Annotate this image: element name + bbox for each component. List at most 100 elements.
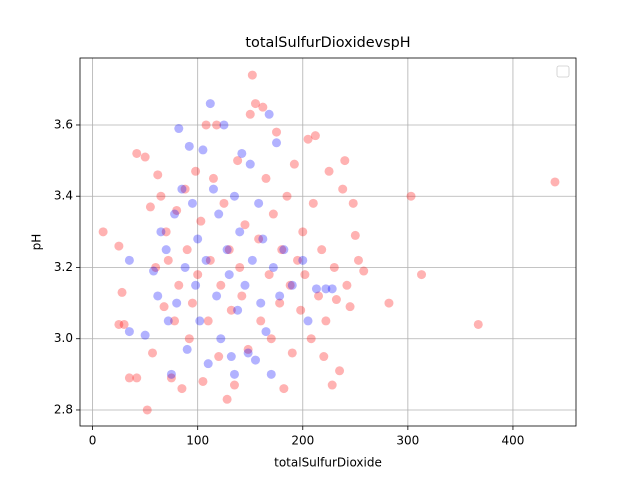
scatter-point <box>350 230 360 240</box>
scatter-point <box>245 109 255 119</box>
scatter-point <box>163 255 173 265</box>
x-axis-label: totalSulfurDioxide <box>274 456 382 470</box>
scatter-point <box>247 70 257 80</box>
scatter-point <box>156 227 166 237</box>
scatter-point <box>191 280 201 290</box>
scatter-point <box>182 245 192 255</box>
scatter-point <box>331 295 341 305</box>
scatter-point <box>298 255 308 265</box>
scatter-point <box>324 166 334 176</box>
scatter-point <box>161 245 171 255</box>
scatter-point <box>285 280 295 290</box>
scatter-point <box>287 348 297 358</box>
scatter-point <box>201 120 211 130</box>
scatter-point <box>359 266 369 276</box>
y-tick-label: 3.6 <box>54 117 73 131</box>
y-axis-label: pH <box>30 234 44 251</box>
scatter-point <box>174 124 184 134</box>
scatter-point <box>142 405 152 415</box>
scatter-point <box>272 138 282 148</box>
scatter-point <box>229 369 239 379</box>
scatter-point <box>550 177 560 187</box>
scatter-point <box>212 291 222 301</box>
scatter-point <box>275 298 285 308</box>
scatter-point <box>289 159 299 169</box>
scatter-point <box>153 170 163 180</box>
scatter-point <box>226 352 236 362</box>
scatter-point <box>329 262 339 272</box>
scatter-point <box>321 284 331 294</box>
scatter-point <box>279 384 289 394</box>
scatter-point <box>319 352 329 362</box>
scatter-point <box>195 316 205 326</box>
scatter-point <box>170 209 180 219</box>
scatter-point <box>219 198 229 208</box>
scatter-point <box>250 355 260 365</box>
scatter-point <box>417 270 427 280</box>
scatter-point <box>114 319 124 329</box>
x-tick-label: 0 <box>89 434 97 448</box>
scatter-point <box>229 191 239 201</box>
scatter-point <box>300 270 310 280</box>
scatter-point <box>317 245 327 255</box>
scatter-point <box>205 255 215 265</box>
scatter-point <box>219 120 229 130</box>
scatter-point <box>233 305 243 315</box>
scatter-point <box>205 99 215 109</box>
scatter-point <box>233 156 243 166</box>
scatter-point <box>303 316 313 326</box>
scatter-point <box>180 184 190 194</box>
scatter-point <box>311 284 321 294</box>
scatter-point <box>287 280 297 290</box>
scatter-point <box>261 173 271 183</box>
scatter-point <box>161 227 171 237</box>
scatter-point <box>98 227 108 237</box>
x-tick-label: 100 <box>186 434 209 448</box>
scatter-point <box>268 209 278 219</box>
scatter-point <box>172 298 182 308</box>
scatter-point <box>226 305 236 315</box>
scatter-point <box>212 120 222 130</box>
scatter-point <box>184 141 194 151</box>
scatter-point <box>156 191 166 201</box>
x-tick-label: 300 <box>396 434 419 448</box>
y-tick-label: 3.0 <box>54 331 73 345</box>
scatter-point <box>266 369 276 379</box>
x-tick-label: 400 <box>501 434 524 448</box>
scatter-point <box>191 166 201 176</box>
scatter-point <box>353 255 363 265</box>
scatter-point <box>229 380 239 390</box>
scatter-point <box>222 394 232 404</box>
scatter-point <box>258 102 268 112</box>
scatter-point <box>159 302 169 312</box>
x-tick-label: 200 <box>291 434 314 448</box>
scatter-point <box>293 255 303 265</box>
scatter-point <box>406 191 416 201</box>
scatter-point <box>250 99 260 109</box>
scatter-point <box>235 227 245 237</box>
scatter-point <box>237 148 247 158</box>
scatter-point <box>174 280 184 290</box>
scatter-point <box>187 298 197 308</box>
scatter-point <box>342 280 352 290</box>
scatter-point <box>170 316 180 326</box>
y-tick-label: 2.8 <box>54 402 73 416</box>
y-tick-label: 3.2 <box>54 260 73 274</box>
plot-frame <box>79 57 577 427</box>
scatter-point <box>264 109 274 119</box>
scatter-point <box>216 280 226 290</box>
scatter-point <box>384 298 394 308</box>
scatter-point <box>193 270 203 280</box>
legend-box <box>556 65 570 78</box>
scatter-point <box>348 198 358 208</box>
scatter-point <box>163 316 173 326</box>
scatter-point <box>198 376 208 386</box>
scatter-point <box>198 145 208 155</box>
scatter-point <box>214 209 224 219</box>
scatter-point <box>172 205 182 215</box>
scatter-point <box>145 202 155 212</box>
scatter-point <box>245 159 255 169</box>
scatter-point <box>224 270 234 280</box>
